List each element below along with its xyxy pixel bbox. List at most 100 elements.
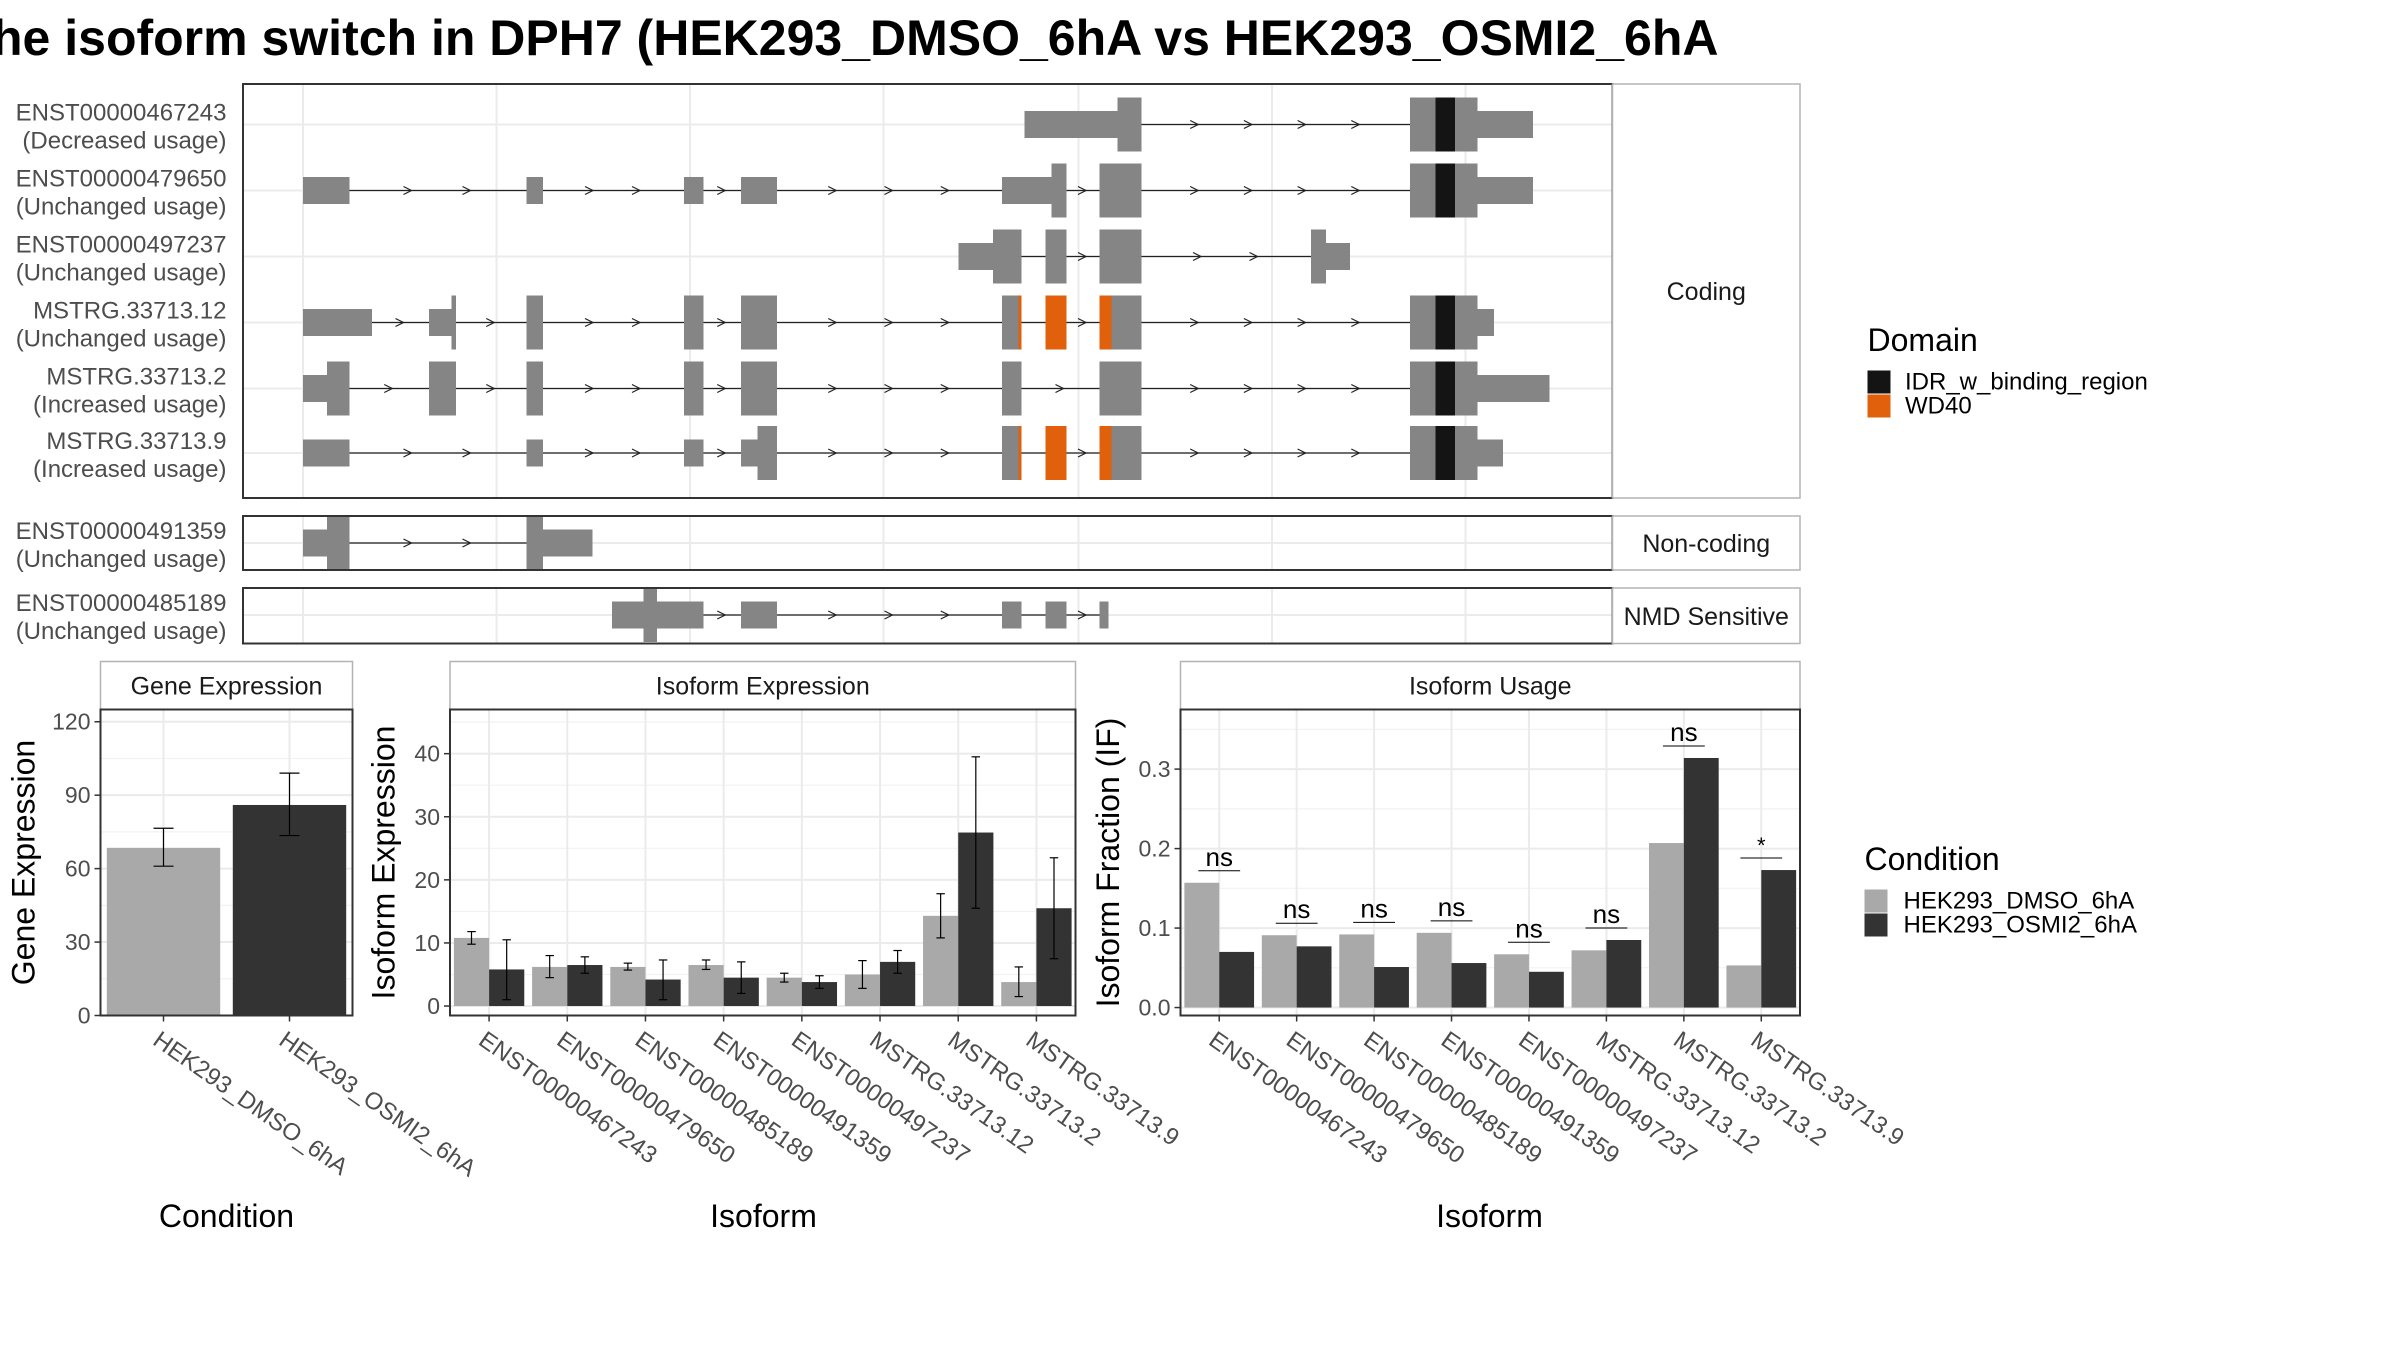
- facet-strip-label: Non-coding: [1642, 530, 1770, 558]
- exon-block: [1099, 229, 1142, 284]
- intron-direction-arrow: [1189, 119, 1200, 130]
- exon-block: [1477, 177, 1533, 204]
- intron-direction-arrow: [462, 448, 472, 458]
- exon-block: [1045, 601, 1067, 629]
- intron-direction-arrow: [1077, 448, 1088, 458]
- intron-direction-arrow: [1077, 251, 1088, 262]
- intron-direction-arrow: [631, 383, 642, 394]
- intron-direction-arrow: [827, 383, 838, 394]
- intron-direction-arrow: [884, 317, 894, 328]
- bar: [453, 937, 490, 1007]
- bar: [1261, 935, 1297, 1008]
- bar: [1761, 870, 1797, 1008]
- domain-legend-swatch: [1867, 370, 1891, 394]
- intron-direction-arrow: [403, 448, 413, 458]
- transcript-usage: (Decreased usage): [22, 128, 226, 155]
- transcript-name: MSTRG.33713.12: [33, 298, 226, 325]
- y-axis-title: Gene Expression: [6, 740, 42, 985]
- intron-direction-arrow: [1297, 317, 1307, 328]
- exon-block: [303, 177, 350, 204]
- intron-direction-arrow: [584, 383, 595, 394]
- bar: [106, 847, 221, 1016]
- exon-block: [1045, 229, 1067, 284]
- transcript-row: ENST00000479650(Unchanged usage): [16, 163, 1533, 221]
- y-tick-label: 0.3: [1139, 756, 1171, 782]
- exon-block: [526, 516, 543, 570]
- transcript-row: ENST00000491359(Unchanged usage): [16, 516, 593, 573]
- transcript-name: MSTRG.33713.9: [46, 428, 226, 455]
- exon-block: [303, 439, 350, 467]
- intron-direction-arrow: [1055, 383, 1065, 394]
- transcript-usage: (Unchanged usage): [16, 618, 227, 645]
- intron-direction-arrow: [631, 317, 642, 328]
- panel-title: Isoform Usage: [1409, 673, 1572, 701]
- intron-direction-arrow: [383, 383, 394, 394]
- panel-strip: [99, 660, 354, 711]
- transcript-structure-panel: ENST00000467243(Decreased usage)ENST0000…: [16, 83, 1801, 645]
- panel-title: Isoform Expression: [656, 673, 870, 701]
- intron-direction-arrow: [716, 610, 727, 620]
- domain-block-idr: [1435, 361, 1455, 416]
- intron-direction-arrow: [1297, 185, 1307, 196]
- condition-legend-title: Condition: [1865, 841, 2000, 877]
- exon-block: [741, 601, 777, 629]
- y-tick-label: 0: [427, 993, 440, 1019]
- transcript-group-coding: ENST00000467243(Decreased usage)ENST0000…: [16, 83, 1801, 499]
- intron-direction-arrow: [1189, 317, 1200, 328]
- intron-direction-arrow: [584, 448, 595, 458]
- chart-panel-isoform-usage: Isoform Usage ns ns ns ns ns ns ns * 0.0 0.1 0.2 0.3…: [1090, 660, 1909, 1234]
- intron-direction-arrow: [1351, 448, 1361, 458]
- bar: [232, 804, 347, 1016]
- intron-direction-arrow: [631, 185, 642, 196]
- condition-legend-swatch: [1864, 913, 1888, 937]
- panel-border: [449, 708, 1077, 1017]
- exon-block: [1477, 439, 1503, 467]
- intron-direction-arrow: [462, 538, 472, 548]
- domain-legend-title: Domain: [1868, 322, 1978, 358]
- panel-strip: [449, 660, 1077, 711]
- exon-block: [303, 375, 327, 402]
- bar: [688, 965, 724, 1007]
- bar: [1683, 757, 1719, 1008]
- exon-block: [1002, 601, 1022, 629]
- intron-direction-arrow: [827, 610, 838, 620]
- intron-direction-arrow: [1189, 185, 1200, 196]
- bar: [1296, 946, 1332, 1008]
- facet-strip: [1611, 515, 1801, 571]
- exon-block: [526, 361, 543, 416]
- intron-direction-arrow: [1297, 383, 1307, 394]
- exon-block: [1455, 295, 1478, 350]
- intron-direction-arrow: [827, 317, 838, 328]
- domain-block-idr: [1435, 426, 1455, 480]
- bar: [1184, 882, 1220, 1008]
- exon-block: [741, 295, 777, 350]
- intron-direction-arrow: [1189, 448, 1200, 458]
- exon-block: [1051, 163, 1067, 218]
- domain-block-wd40: [1045, 426, 1067, 480]
- exon-block: [1311, 229, 1326, 284]
- exon-block: [684, 177, 704, 204]
- bar: [801, 982, 838, 1007]
- intron-direction-arrow: [485, 317, 496, 328]
- significance-label: ns: [1438, 892, 1465, 922]
- transcript-usage: (Unchanged usage): [16, 260, 227, 287]
- figure-title: he isoform switch in DPH7 (HEK293_DMSO_6…: [0, 10, 1718, 66]
- exon-block: [1002, 295, 1019, 350]
- exon-block: [1099, 361, 1142, 416]
- exon-block: [1455, 97, 1478, 152]
- exon-block: [993, 229, 1022, 284]
- significance-label: ns: [1205, 842, 1232, 872]
- intron-direction-arrow: [827, 185, 838, 196]
- exon-block: [1477, 375, 1550, 402]
- domain-legend-label: IDR_w_binding_region: [1905, 369, 2148, 396]
- exon-block: [327, 361, 350, 416]
- exon-block: [1326, 243, 1350, 270]
- transcript-usage: (Unchanged usage): [16, 326, 227, 353]
- y-tick-label: 20: [414, 867, 440, 893]
- intron-direction-arrow: [1297, 448, 1307, 458]
- exon-block: [741, 361, 777, 416]
- exon-block: [1410, 295, 1436, 350]
- y-tick-label: 0.2: [1139, 836, 1171, 862]
- x-axis-title: Isoform: [1436, 1198, 1543, 1234]
- exon-block: [429, 309, 452, 336]
